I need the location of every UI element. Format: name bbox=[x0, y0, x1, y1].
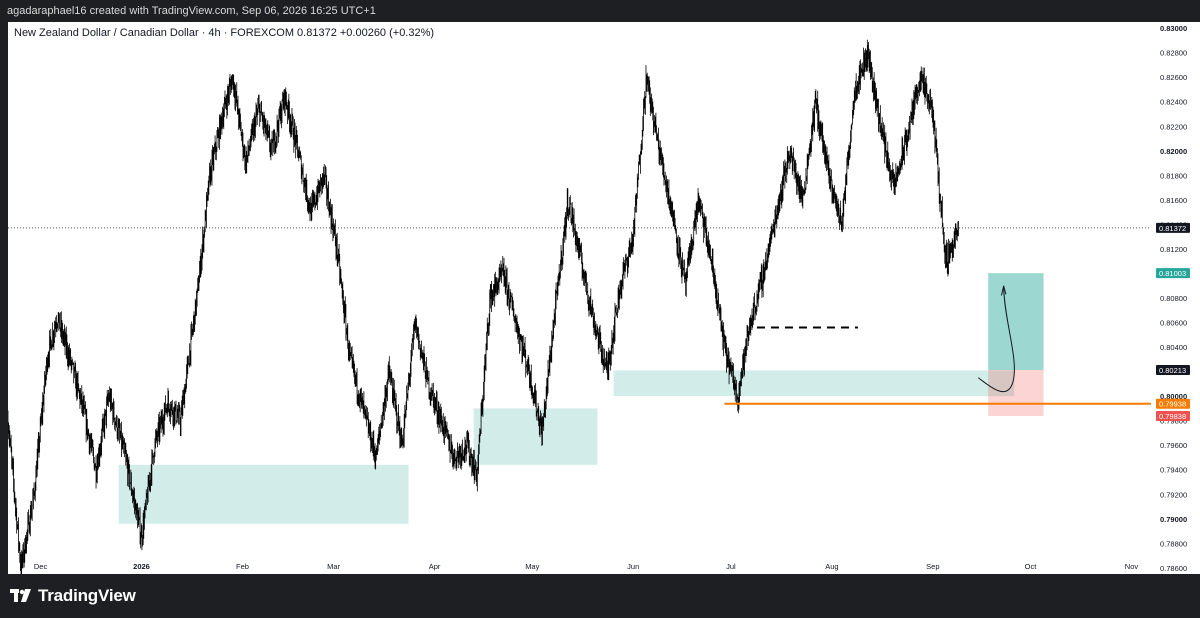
y-tick-label: 0.81200 bbox=[1160, 245, 1187, 254]
x-tick-label: Oct bbox=[1025, 562, 1038, 571]
x-tick-label: Sep bbox=[926, 562, 939, 571]
y-tick-label: 0.79400 bbox=[1160, 466, 1187, 475]
demand-zone bbox=[118, 464, 409, 524]
y-tick-label: 0.80600 bbox=[1160, 319, 1187, 328]
x-tick-label: Mar bbox=[327, 562, 340, 571]
x-tick-label: Aug bbox=[825, 562, 838, 571]
x-tick-label: Dec bbox=[34, 562, 48, 571]
demand-zone bbox=[613, 370, 1015, 397]
price-label-bg bbox=[1156, 365, 1190, 376]
x-tick-label: May bbox=[525, 562, 539, 571]
footer: TradingView bbox=[0, 574, 1200, 618]
y-tick-label: 0.79800 bbox=[1160, 417, 1187, 426]
x-tick-label: Nov bbox=[1125, 562, 1139, 571]
top-bar: agadaraphael16 created with TradingView.… bbox=[0, 0, 1200, 22]
price-label-bg bbox=[1156, 398, 1190, 409]
y-tick-label: 0.80800 bbox=[1160, 294, 1187, 303]
y-tick-label: 0.82600 bbox=[1160, 73, 1187, 82]
y-tick-label: 0.82400 bbox=[1160, 98, 1187, 107]
y-tick-label: 0.82800 bbox=[1160, 49, 1187, 58]
last-price-label-bg bbox=[1156, 222, 1190, 233]
chart-area[interactable]: 0.78600 0.78800 0.79000 0.79200 0.79400 0.796… bbox=[8, 22, 1200, 574]
position-stop-area bbox=[988, 370, 1044, 417]
price-label: 0.79938 bbox=[1159, 400, 1186, 409]
candles bbox=[8, 39, 959, 574]
projection-arrow bbox=[977, 288, 1015, 393]
y-tick-label: 0.83000 bbox=[1160, 24, 1187, 33]
y-tick-label: 0.78600 bbox=[1160, 564, 1187, 573]
y-tick-label: 0.79200 bbox=[1160, 490, 1187, 499]
price-chart[interactable]: 0.78600 0.78800 0.79000 0.79200 0.79400 0.796… bbox=[8, 22, 1200, 574]
y-tick-label: 0.82000 bbox=[1160, 147, 1187, 156]
y-tick-label: 0.81800 bbox=[1160, 171, 1187, 180]
last-price-label: 0.81372 bbox=[1159, 224, 1186, 233]
y-tick-label: 0.82200 bbox=[1160, 122, 1187, 131]
tradingview-logo-text: TradingView bbox=[38, 586, 136, 605]
x-tick-label: Jun bbox=[627, 562, 639, 571]
y-tick-label: 0.80400 bbox=[1160, 343, 1187, 352]
chart-title: New Zealand Dollar / Canadian Dollar · 4… bbox=[14, 27, 435, 39]
price-label-bg bbox=[1156, 268, 1190, 279]
attribution-text: agadaraphael16 created with TradingView.… bbox=[7, 5, 376, 17]
y-tick-label: 0.78800 bbox=[1160, 539, 1187, 548]
x-tick-label: Feb bbox=[236, 562, 249, 571]
y-tick-label: 0.80000 bbox=[1160, 392, 1187, 401]
price-label: 0.81003 bbox=[1159, 269, 1186, 278]
x-tick-label: 2026 bbox=[133, 562, 150, 571]
price-label: 0.80213 bbox=[1159, 366, 1186, 375]
x-tick-label: Jul bbox=[726, 562, 736, 571]
price-label: 0.79838 bbox=[1159, 412, 1186, 421]
projection-arrow-head bbox=[1000, 285, 1007, 296]
y-tick-label: 0.79000 bbox=[1160, 515, 1187, 524]
y-tick-label: 0.79600 bbox=[1160, 441, 1187, 450]
demand-zone bbox=[473, 408, 598, 465]
price-label-bg bbox=[1156, 411, 1190, 422]
x-tick-label: Apr bbox=[429, 562, 441, 571]
tradingview-logo[interactable]: TradingView bbox=[10, 586, 136, 606]
position-target-area bbox=[988, 273, 1044, 371]
tradingview-logo-icon bbox=[10, 589, 31, 602]
y-tick-label: 0.81600 bbox=[1160, 196, 1187, 205]
